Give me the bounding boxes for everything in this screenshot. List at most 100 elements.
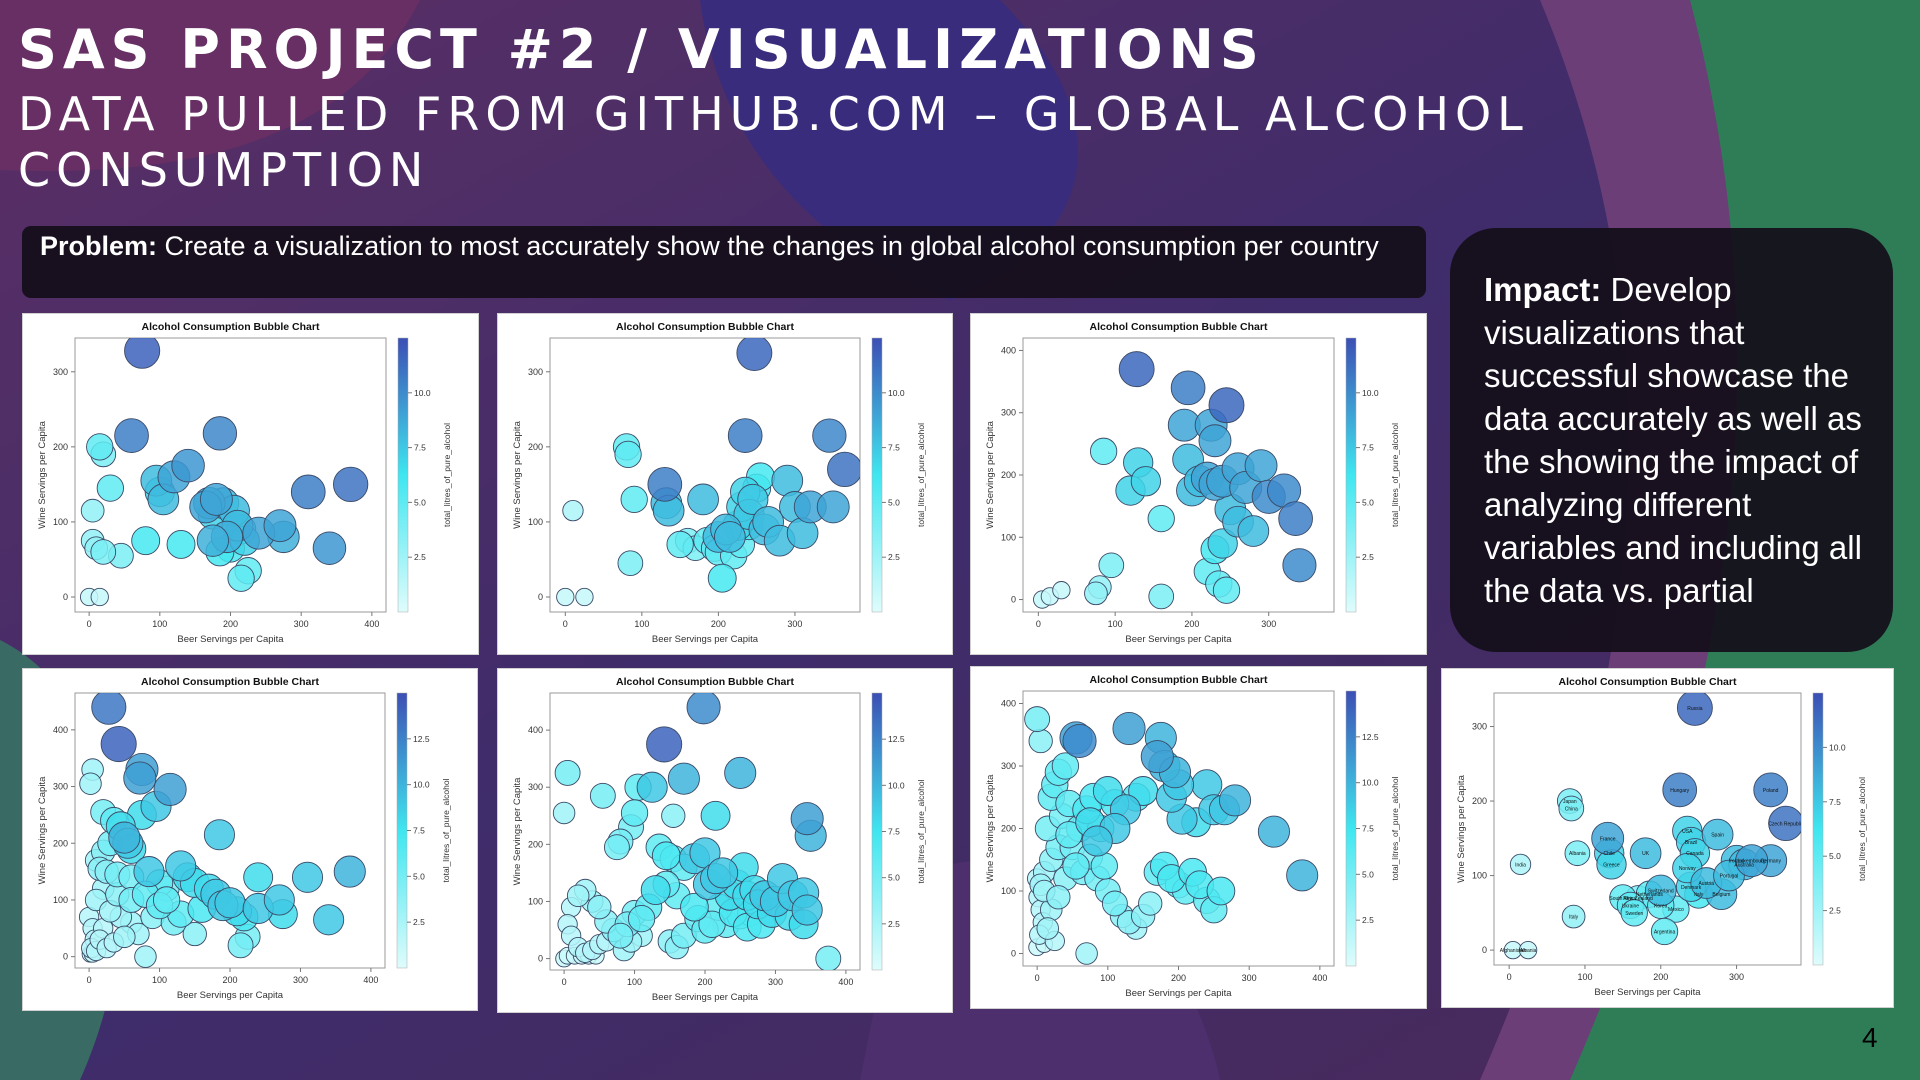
bubble-point [1206, 876, 1236, 906]
bubble-point [1237, 515, 1270, 547]
colorbar-tick-label: 2.5 [1362, 552, 1374, 562]
point-label: Sweden [1625, 911, 1643, 917]
y-tick-label: 300 [53, 367, 68, 377]
x-tick-label: 200 [222, 975, 237, 985]
colorbar-label: total_litres_of_pure_alcohol [916, 779, 926, 883]
colorbar-tick-label: 7.5 [1362, 443, 1374, 453]
bubble-point [607, 922, 634, 949]
bubble-point [1701, 818, 1734, 851]
x-tick-label: 400 [1312, 973, 1327, 983]
bubble-point [203, 819, 235, 851]
colorbar-label: total_litres_of_pure_alcohol [1390, 423, 1400, 527]
bubble-point [661, 803, 686, 828]
chart-title: Alcohol Consumption Bubble Chart [616, 321, 794, 333]
point-label: Albania [1520, 948, 1537, 954]
bubble-point [1644, 874, 1677, 907]
point-label: Italy [1694, 892, 1704, 898]
bubble-point [1052, 581, 1071, 600]
bubble-point [1024, 706, 1051, 733]
y-tick-label: 0 [538, 592, 543, 602]
point-label: Netherlands [1636, 892, 1663, 898]
bubble-point [1084, 581, 1108, 606]
y-tick-label: 0 [538, 954, 543, 964]
bubble-point [1282, 548, 1317, 583]
bubble-point [620, 799, 649, 827]
bubble-point [617, 550, 644, 577]
x-tick-label: 0 [87, 619, 92, 629]
colorbar-tick-label: 12.5 [1362, 732, 1379, 742]
chart-title: Alcohol Consumption Bubble Chart [1090, 321, 1268, 333]
point-label: Australia [1734, 862, 1754, 868]
x-tick-label: 300 [768, 977, 783, 987]
chart-title: Alcohol Consumption Bubble Chart [142, 321, 320, 333]
bubble-point [152, 886, 181, 914]
bubble-point [134, 945, 157, 968]
bubble-point [1051, 752, 1080, 780]
bubble-point [1735, 844, 1769, 878]
y-tick-label: 100 [53, 517, 68, 527]
bubble-point [114, 418, 149, 453]
x-tick-label: 0 [1035, 973, 1040, 983]
x-tick-label: 0 [1036, 619, 1041, 629]
bubble-chart-5: Alcohol Consumption Bubble Chart 0 100 200 3… [497, 668, 953, 1013]
bubble-point [1118, 351, 1155, 388]
bubble-point [263, 509, 297, 543]
bubble-point [123, 761, 157, 795]
point-label: Albania [1569, 851, 1586, 857]
colorbar-tick-label: 7.5 [1362, 824, 1374, 834]
bubble-point [153, 772, 187, 806]
bubble-chart-1: Alcohol Consumption Bubble Chart 0 100 200 3… [22, 313, 479, 655]
bubble-point [556, 587, 575, 607]
point-label: Norway [1679, 866, 1696, 872]
x-tick-label: 200 [1171, 973, 1186, 983]
colorbar-tick-label: 12.5 [888, 734, 905, 744]
y-tick-label: 300 [1001, 408, 1016, 418]
point-label: Argentina [1654, 929, 1676, 935]
bubble-point [124, 338, 161, 369]
y-tick-label: 0 [1011, 949, 1016, 959]
bubble-point [113, 925, 136, 949]
point-label: Canada [1686, 851, 1704, 857]
point-label: New Zealand [1623, 896, 1653, 902]
chart-title: Alcohol Consumption Bubble Chart [1090, 674, 1268, 686]
bubble-point [313, 904, 345, 936]
bubble-point [90, 539, 117, 565]
y-tick-label: 200 [1001, 470, 1016, 480]
bubble-point [1561, 904, 1586, 929]
point-label: Ireland [1729, 859, 1745, 865]
y-tick-label: 200 [1001, 824, 1016, 834]
bubble-point [166, 529, 196, 559]
point-label: Ukraine [1622, 903, 1639, 909]
bubble-point [133, 856, 165, 888]
colorbar [397, 337, 409, 613]
bubble-point [1112, 711, 1146, 746]
bubble-point [614, 440, 642, 469]
bubble-point [816, 490, 850, 524]
bubble-point [1090, 852, 1118, 880]
x-tick-label: 200 [711, 619, 726, 629]
bubble-point [79, 772, 102, 795]
y-tick-label: 300 [53, 782, 68, 792]
y-tick-label: 100 [1001, 532, 1016, 542]
bubble-point [640, 875, 671, 905]
colorbar-tick-label: 5.0 [414, 497, 426, 507]
x-tick-label: 300 [1261, 619, 1276, 629]
colorbar-label: total_litres_of_pure_alcohol [916, 423, 926, 527]
point-label: India [1515, 862, 1526, 868]
x-tick-label: 200 [697, 977, 712, 987]
y-axis-label: Wine Servings per Capita [37, 776, 48, 884]
colorbar-label: total_litres_of_pure_alcohol [1857, 777, 1867, 881]
bubble-point [1518, 940, 1538, 960]
bubble-point [1075, 942, 1098, 965]
y-tick-label: 200 [528, 839, 543, 849]
bubble-point [227, 564, 255, 592]
bubble-point [199, 482, 233, 516]
bubble-point [1218, 784, 1252, 817]
x-tick-label: 100 [152, 619, 167, 629]
bubble-point [815, 945, 842, 970]
bubble-point [86, 433, 114, 461]
bubble-point [1558, 795, 1585, 822]
y-tick-label: 200 [1472, 796, 1487, 806]
bubble-chart-4: Alcohol Consumption Bubble Chart 0 100 200 3… [22, 668, 478, 1011]
bubble-point [100, 725, 137, 763]
